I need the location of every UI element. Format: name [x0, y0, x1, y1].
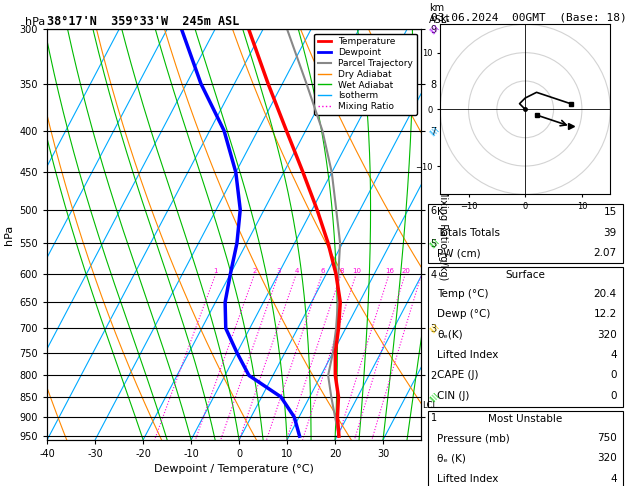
- Text: θₑ(K): θₑ(K): [438, 330, 463, 340]
- Bar: [428, 205, 623, 262]
- Text: km
ASL: km ASL: [429, 3, 447, 25]
- Text: Lifted Index: Lifted Index: [438, 350, 499, 360]
- Text: 20.4: 20.4: [594, 289, 617, 299]
- Text: 1: 1: [214, 268, 218, 274]
- Y-axis label: Mixing Ratio (g/kg): Mixing Ratio (g/kg): [438, 189, 448, 280]
- Text: 2: 2: [253, 268, 257, 274]
- Text: ||||: ||||: [428, 237, 440, 249]
- Text: ||||: ||||: [428, 323, 440, 334]
- Text: PW (cm): PW (cm): [438, 248, 481, 258]
- Text: ||||: ||||: [428, 23, 440, 35]
- Text: 8: 8: [339, 268, 343, 274]
- Bar: [428, 411, 623, 486]
- Text: LCL: LCL: [422, 400, 437, 410]
- Text: 39: 39: [604, 227, 617, 238]
- Text: CIN (J): CIN (J): [438, 391, 470, 401]
- Y-axis label: hPa: hPa: [4, 225, 14, 244]
- Text: 10: 10: [352, 268, 361, 274]
- Text: Totals Totals: Totals Totals: [438, 227, 501, 238]
- Text: 20: 20: [401, 268, 410, 274]
- Text: 6: 6: [320, 268, 325, 274]
- X-axis label: Dewpoint / Temperature (°C): Dewpoint / Temperature (°C): [154, 465, 314, 474]
- Text: 4: 4: [294, 268, 299, 274]
- Text: ||||: ||||: [428, 391, 440, 403]
- Legend: Temperature, Dewpoint, Parcel Trajectory, Dry Adiabat, Wet Adiabat, Isotherm, Mi: Temperature, Dewpoint, Parcel Trajectory…: [314, 34, 417, 115]
- Text: Dewp (°C): Dewp (°C): [438, 309, 491, 319]
- Bar: [428, 267, 623, 407]
- Text: 3: 3: [277, 268, 281, 274]
- Text: Most Unstable: Most Unstable: [488, 414, 562, 424]
- Text: 4: 4: [610, 474, 617, 484]
- Text: 4: 4: [610, 350, 617, 360]
- Text: Pressure (mb): Pressure (mb): [438, 433, 510, 443]
- Text: K: K: [438, 208, 444, 217]
- Text: θₑ (K): θₑ (K): [438, 453, 466, 464]
- Text: 15: 15: [604, 208, 617, 217]
- Text: 38°17'N  359°33'W  245m ASL: 38°17'N 359°33'W 245m ASL: [47, 15, 240, 28]
- Text: 320: 320: [597, 330, 617, 340]
- Text: Surface: Surface: [505, 270, 545, 280]
- Text: ||||: ||||: [428, 125, 440, 137]
- Text: 0: 0: [610, 391, 617, 401]
- Text: 03.06.2024  00GMT  (Base: 18): 03.06.2024 00GMT (Base: 18): [431, 12, 626, 22]
- Text: Temp (°C): Temp (°C): [438, 289, 489, 299]
- Text: 750: 750: [597, 433, 617, 443]
- Text: 0: 0: [610, 370, 617, 381]
- Text: hPa: hPa: [25, 17, 45, 27]
- Text: 16: 16: [385, 268, 394, 274]
- Text: 320: 320: [597, 453, 617, 464]
- Text: 2.07: 2.07: [594, 248, 617, 258]
- Text: kt: kt: [440, 14, 450, 23]
- Text: CAPE (J): CAPE (J): [438, 370, 479, 381]
- Text: 12.2: 12.2: [594, 309, 617, 319]
- Text: Lifted Index: Lifted Index: [438, 474, 499, 484]
